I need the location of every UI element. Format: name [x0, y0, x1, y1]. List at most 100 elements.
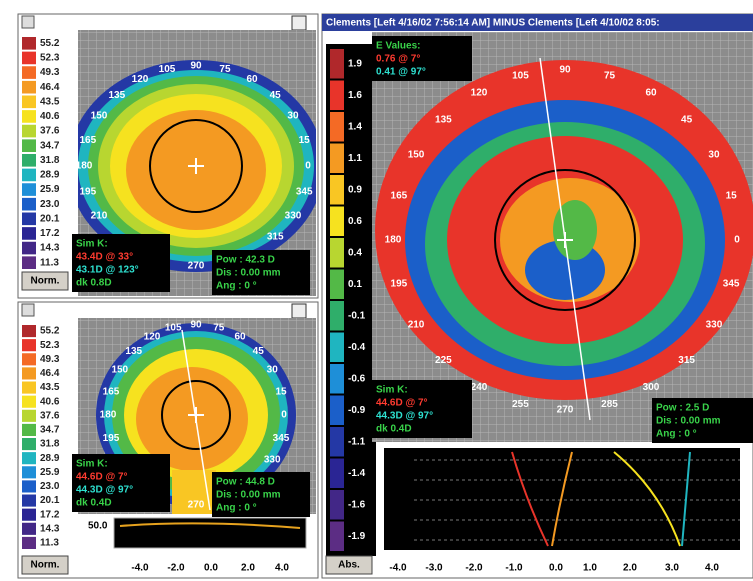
angle-label: 330 — [285, 211, 302, 222]
graph-x-label: -4.0 — [389, 563, 407, 574]
screen: Clements [Left 4/16/02 7:56:14 AM] MINUS… — [0, 0, 753, 581]
scale-label: -1.9 — [348, 531, 366, 542]
scale-label: 40.6 — [40, 396, 60, 407]
map-zone — [553, 200, 597, 260]
scale-label: 1.1 — [348, 153, 362, 164]
maximize-button[interactable] — [292, 304, 306, 318]
scale-swatch — [330, 333, 344, 363]
scale-swatch — [22, 353, 36, 365]
angle-label: 120 — [144, 332, 161, 343]
info-text: Sim K: — [376, 385, 408, 396]
button-label: Norm. — [31, 560, 60, 571]
scale-label: 0.1 — [348, 279, 362, 290]
angle-label: 105 — [165, 323, 182, 334]
scale-label: 37.6 — [40, 126, 60, 137]
graph-x-label: 0.0 — [204, 563, 218, 574]
angle-label: 195 — [103, 433, 120, 444]
graph-x-label: 4.0 — [705, 563, 719, 574]
scale-swatch — [330, 144, 344, 174]
scale-swatch — [22, 169, 36, 182]
scale-swatch — [22, 537, 36, 549]
profile-graph — [414, 448, 740, 550]
scale-swatch — [330, 490, 344, 520]
angle-label: 315 — [678, 355, 695, 366]
scale-swatch — [330, 459, 344, 489]
angle-label: 60 — [246, 74, 258, 85]
scale-swatch — [22, 52, 36, 65]
graph-x-label: 2.0 — [241, 563, 255, 574]
angle-label: 120 — [132, 74, 149, 85]
angle-label: 75 — [604, 70, 616, 81]
angle-label: 150 — [111, 365, 128, 376]
scale-swatch — [22, 339, 36, 351]
angle-label: 270 — [557, 405, 574, 416]
info-text: Ang : 0 ° — [216, 503, 257, 514]
angle-label: 270 — [188, 261, 205, 272]
graph-x-label: 0.0 — [549, 563, 563, 574]
angle-label: 195 — [79, 187, 96, 198]
graph-x-label: -3.0 — [425, 563, 443, 574]
angle-label: 105 — [512, 70, 529, 81]
info-text: Sim K: — [76, 239, 108, 250]
info-text: Sim K: — [76, 459, 108, 470]
angle-label: 195 — [391, 279, 408, 290]
graph-y-label: 50.0 — [88, 521, 108, 532]
graph-x-label: 4.0 — [275, 563, 289, 574]
info-text: 44.6D @ 7° — [76, 472, 128, 483]
scale-swatch — [330, 364, 344, 394]
angle-label: 0 — [734, 235, 740, 246]
angle-label: 90 — [190, 61, 202, 72]
info-text: Pow : 42.3 D — [216, 255, 275, 266]
info-text: 44.3D @ 97° — [76, 485, 133, 496]
angle-label: 165 — [79, 135, 96, 146]
angle-label: 45 — [270, 90, 282, 101]
scale-label: 23.0 — [40, 199, 60, 210]
scale-swatch — [330, 207, 344, 237]
scale-swatch — [330, 81, 344, 111]
maximize-button[interactable] — [292, 16, 306, 30]
scale-label: 23.0 — [40, 481, 60, 492]
angle-label: 30 — [287, 111, 299, 122]
angle-label: 75 — [213, 323, 225, 334]
scale-swatch — [330, 270, 344, 300]
scale-swatch — [22, 256, 36, 269]
info-text: dk 0.8D — [76, 278, 112, 289]
scale-swatch — [22, 125, 36, 138]
scale-label: 40.6 — [40, 111, 60, 122]
scale-swatch — [22, 139, 36, 152]
scale-label: 28.9 — [40, 170, 60, 181]
scale-label: 20.1 — [40, 495, 60, 506]
angle-label: 105 — [159, 64, 176, 75]
scale-swatch — [22, 495, 36, 507]
scale-swatch — [22, 509, 36, 521]
angle-label: 330 — [264, 455, 281, 466]
info-text: Ang : 0 ° — [216, 281, 257, 292]
graph-x-label: -2.0 — [465, 563, 483, 574]
scale-label: 14.3 — [40, 243, 60, 254]
scale-label: 0.4 — [348, 247, 362, 258]
scale-swatch — [22, 325, 36, 337]
scale-label: 17.2 — [40, 509, 60, 520]
scale-label: 14.3 — [40, 523, 60, 534]
angle-label: 90 — [190, 320, 202, 331]
scale-label: -0.6 — [348, 373, 366, 384]
angle-label: 345 — [273, 433, 290, 444]
graph-x-label: -2.0 — [167, 563, 185, 574]
graph-label-bg — [384, 448, 414, 550]
info-text: Ang : 0 ° — [656, 429, 697, 440]
profile-graph — [114, 518, 306, 548]
scale-swatch — [22, 154, 36, 167]
angle-label: 30 — [267, 365, 279, 376]
angle-label: 180 — [100, 410, 117, 421]
angle-label: 270 — [188, 500, 205, 511]
info-text: Dis : 0.00 mm — [216, 268, 281, 279]
scale-label: 28.9 — [40, 453, 60, 464]
info-text: 43.4D @ 33° — [76, 252, 133, 263]
info-text: dk 0.4D — [76, 498, 112, 509]
angle-label: 165 — [391, 191, 408, 202]
info-text: 44.6D @ 7° — [376, 398, 428, 409]
scale-swatch — [330, 49, 344, 79]
angle-label: 75 — [219, 64, 231, 75]
angle-label: 225 — [435, 355, 452, 366]
info-text: Pow : 44.8 D — [216, 477, 275, 488]
